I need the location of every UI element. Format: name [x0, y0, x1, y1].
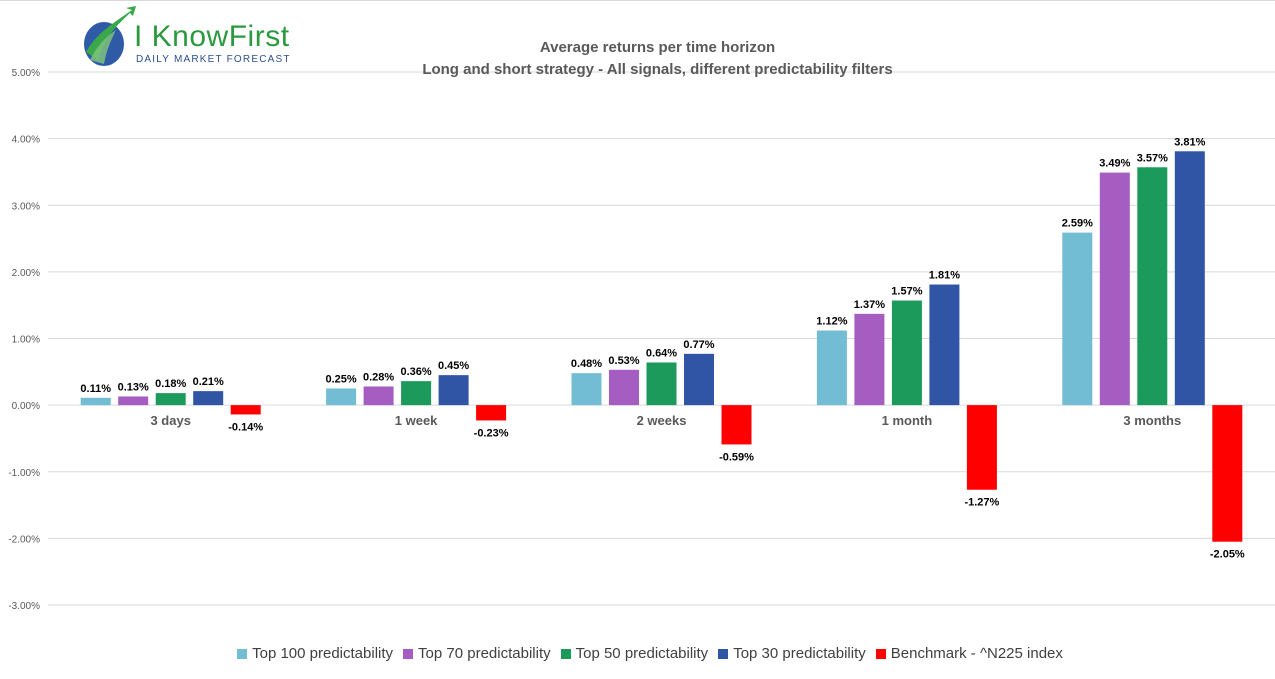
bar: [929, 284, 960, 406]
bar: [609, 369, 639, 406]
data-label: -2.05%: [1210, 549, 1245, 561]
bar: [80, 397, 111, 406]
data-label: 0.48%: [571, 358, 602, 370]
data-label: 3.57%: [1137, 152, 1168, 164]
data-label: 3.81%: [1174, 136, 1205, 148]
chart-title: Average returns per time horizon: [539, 39, 776, 56]
legend-item: Top 30 predictability: [718, 645, 866, 662]
data-label: 1.12%: [816, 316, 847, 328]
y-tick-label: 1.00%: [12, 335, 40, 346]
legend-swatch: [403, 648, 414, 659]
data-label: 1.37%: [854, 299, 885, 311]
category-label: 1 week: [395, 413, 438, 428]
data-label: -0.23%: [474, 427, 509, 439]
bar: [363, 386, 394, 406]
bar: [155, 393, 186, 406]
legend-item: Top 70 predictability: [403, 645, 551, 662]
chart-titles: Average returns per time horizon Long an…: [0, 37, 1275, 81]
y-tick-label: 0.00%: [12, 401, 40, 412]
data-label: 0.25%: [325, 373, 356, 385]
legend-label: Top 30 predictability: [733, 645, 866, 662]
legend-swatch: [237, 648, 248, 659]
logo-tagline: DAILY MARKET FORECAST: [136, 54, 291, 65]
data-label: 0.13%: [118, 381, 149, 393]
data-label: 0.21%: [193, 376, 224, 388]
bar: [646, 362, 677, 406]
y-tick-label: -2.00%: [8, 534, 40, 545]
category-label: 2 weeks: [637, 413, 687, 428]
data-label: 3.49%: [1099, 158, 1130, 170]
bar: [438, 375, 469, 406]
chart-subtitle: Long and short strategy - All signals, d…: [422, 61, 893, 78]
y-tick-label: 3.00%: [12, 201, 40, 212]
data-label: -0.59%: [719, 451, 754, 463]
y-tick-label: -1.00%: [8, 468, 40, 479]
logo-mark-icon: [84, 6, 136, 66]
data-label: 0.64%: [646, 347, 677, 359]
bar: [1099, 172, 1130, 406]
legend-item: Top 50 predictability: [560, 645, 709, 662]
category-label: 1 month: [882, 413, 933, 428]
category-label: 3 days: [150, 413, 190, 428]
legend-label: Top 70 predictability: [418, 645, 551, 662]
bar: [326, 388, 357, 406]
bar: [684, 353, 714, 406]
data-label: 0.45%: [438, 360, 469, 372]
data-label: 0.77%: [683, 339, 714, 351]
legend-item: Benchmark - ^N225 index: [875, 645, 1063, 662]
y-tick-label: -3.00%: [8, 601, 40, 612]
bar: [476, 405, 507, 421]
legend-swatch: [718, 648, 729, 659]
bar: [1212, 405, 1243, 542]
bar: [966, 405, 997, 490]
bar: [816, 330, 847, 406]
chart-legend: Top 100 predictability Top 70 predictabil…: [0, 645, 1275, 662]
bar: [891, 300, 922, 406]
data-label: 2.59%: [1062, 218, 1093, 230]
data-label: 1.81%: [929, 270, 960, 282]
bar: [571, 373, 602, 406]
y-tick-label: 2.00%: [12, 268, 40, 279]
data-label: 1.57%: [891, 286, 922, 298]
y-tick-label: 4.00%: [12, 135, 40, 146]
data-label: 0.18%: [155, 378, 186, 390]
bar: [1174, 151, 1205, 406]
bar: [193, 391, 224, 406]
bar: [721, 405, 752, 445]
legend-label: Benchmark - ^N225 index: [890, 645, 1063, 662]
bar: [1062, 232, 1093, 406]
legend-label: Top 100 predictability: [252, 645, 394, 662]
data-label: 0.36%: [400, 366, 431, 378]
bar: [118, 396, 149, 406]
legend-item: Top 100 predictability: [237, 645, 393, 662]
data-label: -1.27%: [964, 497, 999, 509]
y-tick-label: 5.00%: [12, 68, 40, 79]
data-label: 0.53%: [608, 355, 639, 367]
legend-swatch: [875, 648, 886, 659]
bar: [401, 381, 432, 406]
data-label: 0.11%: [80, 383, 111, 395]
logo-name: I KnowFirst: [134, 20, 290, 53]
legend-label: Top 50 predictability: [575, 645, 709, 662]
bar: [854, 313, 885, 406]
logo: I KnowFirst DAILY MARKET FORECAST: [76, 4, 306, 74]
data-label: 0.28%: [363, 371, 394, 383]
legend-swatch: [560, 648, 571, 659]
bar: [1137, 167, 1168, 406]
bar: [230, 405, 261, 415]
category-label: 3 months: [1123, 413, 1181, 428]
data-label: -0.14%: [228, 421, 263, 433]
